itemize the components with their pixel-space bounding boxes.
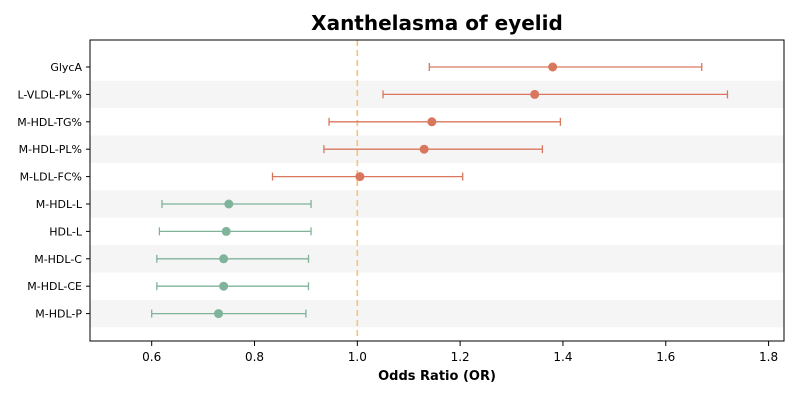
y-tick-label: M-LDL-FC%	[20, 171, 82, 184]
or-point	[214, 309, 224, 319]
or-point	[427, 117, 437, 127]
y-tick-label: M-HDL-CE	[27, 280, 82, 293]
or-point	[224, 199, 234, 209]
y-tick-label: M-HDL-P	[35, 308, 82, 321]
y-tick-label: L-VLDL-PL%	[17, 88, 82, 101]
x-axis-label: Odds Ratio (OR)	[378, 369, 496, 384]
y-tick-label: M-HDL-TG%	[17, 116, 82, 129]
y-axis: GlycA L-VLDL-PL% M-HDL-TG% M-HDL-PL% M-LDL-F…	[17, 61, 90, 321]
y-tick-label: M-HDL-PL%	[19, 143, 82, 156]
or-point	[419, 144, 429, 154]
x-tick-label: 1.4	[553, 350, 572, 364]
or-point	[221, 226, 231, 236]
x-tick-label: 0.6	[142, 350, 161, 364]
or-point	[219, 254, 229, 264]
x-axis: 0.6 0.8 1.0 1.2 1.4 1.6 1.8	[142, 341, 778, 364]
y-tick-label: HDL-L	[49, 225, 83, 238]
x-tick-label: 0.8	[245, 350, 264, 364]
y-tick-label: M-HDL-C	[34, 253, 82, 266]
or-point	[219, 281, 229, 291]
or-point	[548, 62, 558, 72]
y-tick-label: GlycA	[50, 61, 82, 74]
plot-frame	[89, 39, 785, 342]
chart-title: Xanthelasma of eyelid	[311, 11, 563, 35]
x-tick-label: 1.0	[348, 350, 367, 364]
x-tick-label: 1.2	[451, 350, 470, 364]
or-point	[355, 172, 365, 182]
x-tick-label: 1.6	[656, 350, 675, 364]
x-tick-label: 1.8	[759, 350, 778, 364]
or-point	[530, 89, 540, 99]
y-tick-label: M-HDL-L	[36, 198, 83, 211]
data-marks	[151, 62, 729, 319]
